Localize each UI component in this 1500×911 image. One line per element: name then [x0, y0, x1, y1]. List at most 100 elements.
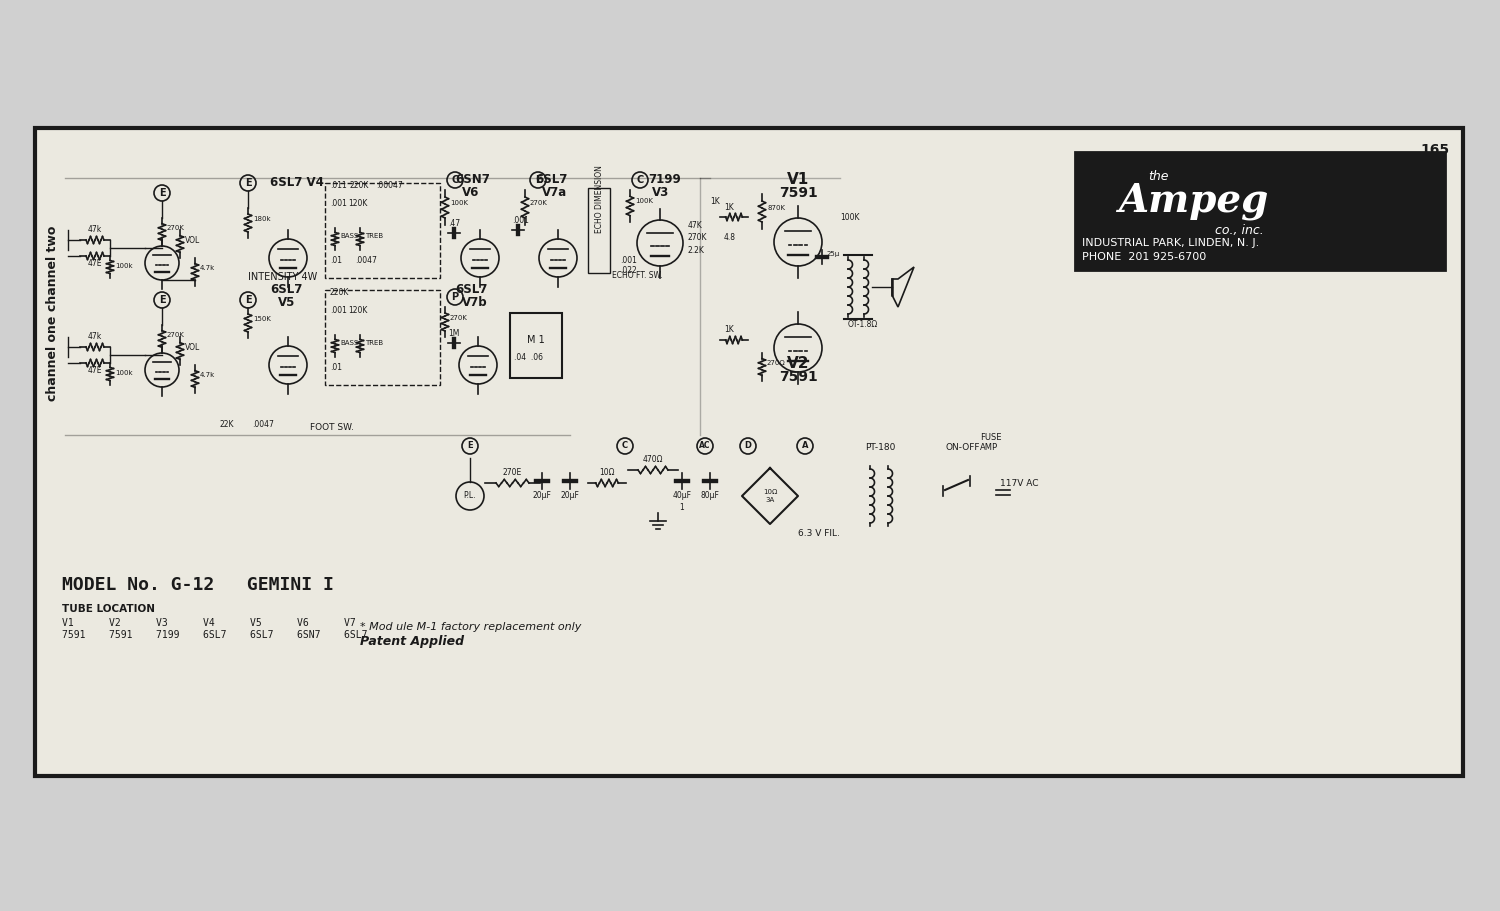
Text: ECHO DIMENSION: ECHO DIMENSION	[594, 165, 603, 233]
Text: V6: V6	[462, 186, 480, 199]
Text: .01: .01	[330, 256, 342, 265]
Text: .01: .01	[330, 363, 342, 372]
Text: 470Ω: 470Ω	[642, 455, 663, 464]
Text: .001: .001	[330, 306, 346, 315]
Text: BASS: BASS	[340, 340, 358, 346]
Text: 220K: 220K	[350, 181, 369, 190]
Text: PHONE  201 925-6700: PHONE 201 925-6700	[1082, 252, 1206, 262]
Text: 10Ω: 10Ω	[598, 468, 615, 477]
Text: 7591: 7591	[778, 370, 818, 384]
Text: .022: .022	[620, 266, 636, 275]
Bar	[1076, 152, 1444, 270]
Text: 7199: 7199	[648, 173, 681, 186]
Text: V3: V3	[652, 186, 669, 199]
Bar	[588, 188, 610, 273]
Text: E: E	[159, 188, 165, 198]
Text: E: E	[534, 175, 542, 185]
Text: E: E	[466, 442, 472, 451]
Text: Ampeg: Ampeg	[1118, 182, 1268, 220]
Text: .0047: .0047	[356, 256, 376, 265]
Text: .011: .011	[330, 181, 346, 190]
Text: 6.3 V FIL.: 6.3 V FIL.	[798, 529, 840, 538]
Text: FOOT SW.: FOOT SW.	[310, 423, 354, 432]
Text: 100K: 100K	[840, 213, 860, 222]
Text: TREB: TREB	[364, 340, 382, 346]
Text: 6SL7 V4: 6SL7 V4	[270, 176, 324, 189]
Text: 80μF: 80μF	[700, 491, 720, 500]
Text: * Mod ule M-1 factory replacement only: * Mod ule M-1 factory replacement only	[360, 622, 582, 632]
Text: 47K: 47K	[688, 221, 702, 230]
Text: 100k: 100k	[116, 370, 132, 376]
Text: C: C	[636, 175, 644, 185]
Text: INDUSTRIAL PARK, LINDEN, N. J.: INDUSTRIAL PARK, LINDEN, N. J.	[1082, 238, 1260, 248]
Text: 1M: 1M	[448, 329, 459, 338]
Text: 10Ω
3A: 10Ω 3A	[764, 489, 777, 503]
Text: .04  .06: .04 .06	[514, 353, 543, 362]
Bar	[326, 290, 440, 385]
Text: BASS: BASS	[340, 233, 358, 239]
Text: INTENSITY 4W: INTENSITY 4W	[248, 272, 318, 282]
Text: 20μF: 20μF	[532, 491, 552, 500]
Text: V7b: V7b	[462, 296, 488, 309]
Text: 100K: 100K	[634, 198, 652, 204]
Text: 4.7k: 4.7k	[200, 372, 216, 378]
Text: 270Ω: 270Ω	[766, 360, 786, 366]
Text: 6SL7: 6SL7	[454, 283, 488, 296]
Text: 870K: 870K	[766, 205, 784, 211]
Text: 165: 165	[1420, 143, 1450, 157]
Text: MODEL No. G-12   GEMINI I: MODEL No. G-12 GEMINI I	[62, 576, 334, 594]
Text: 6SL7: 6SL7	[536, 173, 567, 186]
Text: .47: .47	[448, 219, 460, 228]
Text: .001: .001	[512, 216, 530, 225]
Text: ON-OFF: ON-OFF	[945, 443, 980, 452]
Text: V2: V2	[786, 356, 810, 371]
Text: 270K: 270K	[166, 332, 184, 338]
Text: 4.7k: 4.7k	[200, 265, 216, 271]
Text: 20μF: 20μF	[561, 491, 579, 500]
Text: TUBE LOCATION: TUBE LOCATION	[62, 604, 154, 614]
Text: 6SN7: 6SN7	[454, 173, 490, 186]
Text: the: the	[1148, 170, 1168, 183]
Text: 220K: 220K	[330, 288, 350, 297]
Bar	[510, 313, 562, 378]
Text: 270K: 270K	[166, 225, 184, 231]
Text: 120K: 120K	[348, 306, 368, 315]
Text: 1K: 1K	[724, 325, 734, 334]
Text: V1      V2      V3      V4      V5      V6      V7: V1 V2 V3 V4 V5 V6 V7	[62, 618, 355, 628]
Text: 120K: 120K	[348, 199, 368, 208]
Text: 40μF: 40μF	[672, 491, 692, 500]
Text: VOL: VOL	[184, 236, 201, 245]
Text: 1K: 1K	[724, 203, 734, 212]
Text: D: D	[744, 442, 752, 451]
Text: channel two: channel two	[45, 225, 58, 311]
Text: A: A	[801, 442, 808, 451]
Text: 47E: 47E	[87, 366, 102, 375]
Text: channel one: channel one	[45, 315, 58, 401]
Text: E: E	[159, 295, 165, 305]
Text: M 1: M 1	[526, 335, 544, 345]
Text: Patent Applied: Patent Applied	[360, 635, 464, 648]
Text: E: E	[244, 295, 252, 305]
Text: 270E: 270E	[503, 468, 522, 477]
Text: .001: .001	[620, 256, 638, 265]
Text: 4.8: 4.8	[724, 233, 736, 242]
Text: 117V AC: 117V AC	[1000, 479, 1038, 488]
Text: 270K: 270K	[530, 200, 548, 206]
Text: 25μ: 25μ	[827, 251, 840, 257]
Text: OT-1.8Ω: OT-1.8Ω	[847, 320, 879, 329]
Text: VOL: VOL	[184, 343, 201, 352]
Text: V1: V1	[788, 172, 808, 187]
Text: 1: 1	[680, 503, 684, 512]
Text: 7591    7591    7199    6SL7    6SL7    6SN7    6SL7: 7591 7591 7199 6SL7 6SL7 6SN7 6SL7	[62, 630, 368, 640]
Text: P.L.: P.L.	[464, 492, 477, 500]
Text: .0047: .0047	[252, 420, 274, 429]
Text: 100k: 100k	[116, 263, 132, 269]
Text: C: C	[622, 442, 628, 451]
Bar	[326, 183, 440, 278]
Text: PT-180: PT-180	[865, 443, 895, 452]
Text: 47k: 47k	[88, 225, 102, 234]
Text: ECHO FT. SW.: ECHO FT. SW.	[612, 271, 663, 280]
Text: FUSE
AMP: FUSE AMP	[980, 433, 1002, 452]
Text: 2.2K: 2.2K	[688, 246, 705, 255]
Text: V5: V5	[278, 296, 296, 309]
